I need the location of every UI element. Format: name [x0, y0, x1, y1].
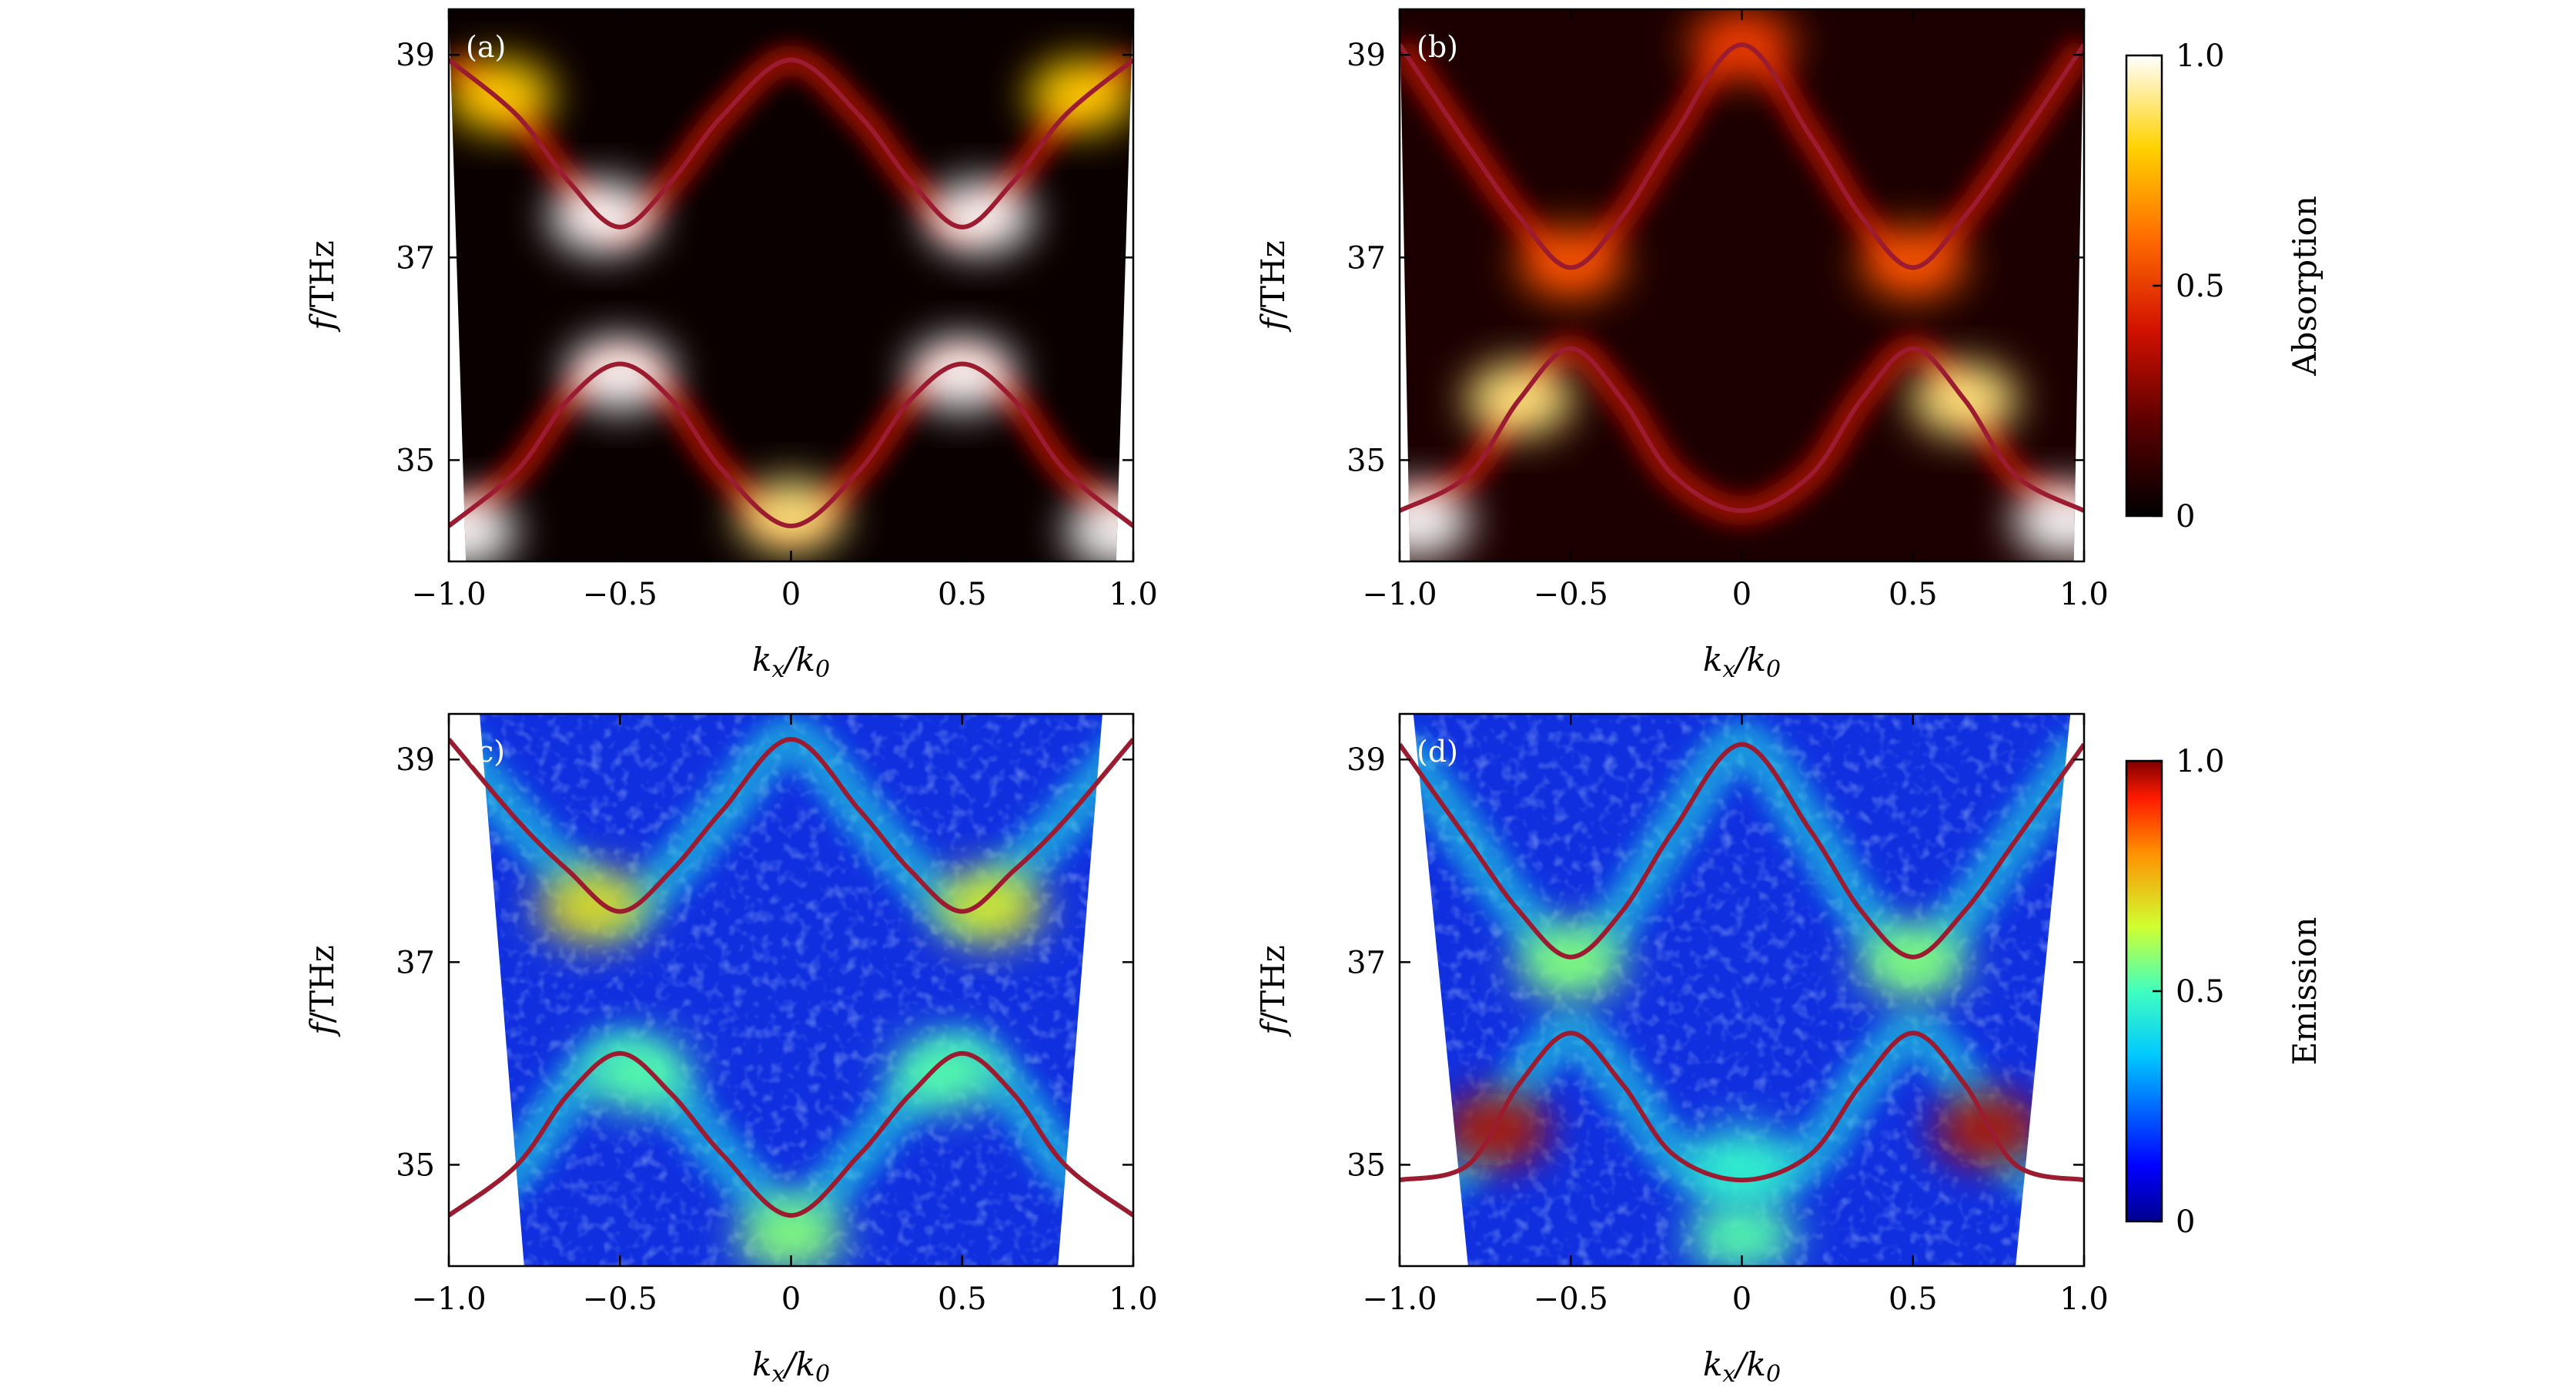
- y-tick-label: 37: [1347, 240, 1386, 276]
- y-tick-label: 39: [396, 742, 435, 778]
- y-tick-label: 35: [396, 443, 435, 478]
- intensity-spot: [737, 478, 845, 553]
- band-line-2: [449, 361, 1133, 529]
- x-tick-label: −1.0: [411, 577, 486, 612]
- panel-c: −1.0 −0.5 0 0.5 1.0 35 37 39 kx/k0 f/THz (c): [303, 712, 1158, 1387]
- colorbar-tick-label: 0.5: [2176, 269, 2225, 304]
- panel-a: −1.0 −0.5 0 0.5 1.0 35 37 39 kx/k0 f/THz (a): [303, 8, 1158, 683]
- intensity-spot: [1066, 494, 1133, 561]
- panel-label: (b): [1417, 30, 1458, 64]
- y-tick-label: 39: [1347, 38, 1386, 73]
- y-tick-label: 35: [1347, 443, 1386, 478]
- y-tick-label: 37: [396, 945, 435, 980]
- intensity-spot: [538, 869, 647, 943]
- panel-d: −1.0 −0.5 0 0.5 1.0 35 37 39 kx/k0 f/THz (d): [1254, 712, 2109, 1387]
- colorbar-tick-label: 0: [2176, 499, 2195, 534]
- x-tick-label: 0: [781, 1281, 801, 1317]
- colorbar-label: Absorption: [2286, 196, 2323, 377]
- y-axis-label: f/THz: [1254, 240, 1292, 332]
- band-line-1: [1400, 42, 2084, 270]
- panel-label: (c): [466, 735, 505, 769]
- colorbar-label: Emission: [2286, 917, 2323, 1066]
- intensity-spot: [1400, 484, 1471, 558]
- heatmap: [480, 714, 1102, 1266]
- band-line-1: [449, 57, 1133, 229]
- colorbar-tick-label: 0.5: [2176, 974, 2225, 1010]
- heatmap: [1413, 714, 2071, 1266]
- panel-label: (a): [466, 30, 506, 64]
- intensity-spot: [1858, 225, 1967, 300]
- intensity-spot: [737, 1198, 845, 1266]
- colorbar-emission: 0 0.5 1.0 Emission: [2125, 744, 2323, 1240]
- panel-label: (d): [1417, 735, 1458, 769]
- band-line-2: [1400, 346, 2084, 514]
- band-line-1: [1400, 742, 2084, 960]
- colorbar-tick-label: 0: [2176, 1204, 2195, 1240]
- heatmap-background: [1400, 9, 2084, 561]
- y-axis-label: f/THz: [1254, 945, 1292, 1037]
- intensity-spot: [449, 494, 517, 561]
- panel-b: −1.0 −0.5 0 0.5 1.0 35 37 39 kx/k0 f/THz (b): [1254, 8, 2109, 683]
- y-axis-label: f/THz: [303, 945, 341, 1037]
- x-axis-label: kx/k0: [1703, 1345, 1781, 1387]
- colorbar-absorption: 0 0.5 1.0 Absorption: [2125, 39, 2323, 534]
- band-line-2: [449, 1050, 1133, 1218]
- colorbar-tick-label: 1.0: [2176, 39, 2225, 74]
- colorbar-tick-label: 1.0: [2176, 744, 2225, 779]
- x-tick-label: 0: [1732, 1281, 1751, 1317]
- x-tick-label: 0.5: [938, 577, 987, 612]
- heatmap: [1400, 9, 2084, 561]
- x-axis-label: kx/k0: [752, 1345, 830, 1387]
- intensity-spot: [1688, 1127, 1796, 1202]
- y-axis-label: f/THz: [303, 240, 341, 332]
- intensity-spot: [566, 337, 674, 411]
- intensity-spot: [1858, 925, 1967, 1000]
- y-tick-label: 35: [1347, 1147, 1386, 1183]
- intensity-spot: [1517, 925, 1625, 1000]
- intensity-spot: [1688, 1198, 1796, 1266]
- y-tick-label: 37: [1347, 945, 1386, 980]
- x-tick-label: −0.5: [583, 1281, 657, 1317]
- x-tick-label: −1.0: [1362, 577, 1437, 612]
- x-tick-label: −1.0: [1362, 1281, 1437, 1317]
- x-tick-label: 0.5: [1889, 577, 1938, 612]
- x-axis-label: kx/k0: [752, 641, 830, 683]
- band-line-1: [449, 736, 1133, 914]
- x-tick-label: −0.5: [583, 577, 657, 612]
- intensity-spot: [908, 337, 1016, 411]
- x-tick-label: 1.0: [1109, 577, 1158, 612]
- x-tick-label: −0.5: [1534, 577, 1608, 612]
- x-tick-label: 1.0: [2059, 1281, 2109, 1317]
- intensity-spot: [935, 869, 1044, 943]
- x-tick-label: 0.5: [938, 1281, 987, 1317]
- heatmap: [449, 9, 1133, 561]
- x-tick-label: −1.0: [411, 1281, 486, 1317]
- x-tick-label: −0.5: [1534, 1281, 1608, 1317]
- y-tick-label: 39: [396, 38, 435, 73]
- y-tick-label: 35: [396, 1147, 435, 1183]
- x-tick-label: 0: [781, 577, 801, 612]
- heatmap-background: [449, 9, 1133, 561]
- x-tick-label: 1.0: [2059, 577, 2109, 612]
- x-tick-label: 0: [1732, 577, 1751, 612]
- heatmap-noise: [480, 714, 1102, 1266]
- y-tick-label: 37: [396, 240, 435, 276]
- band-line-2: [1400, 1030, 2084, 1183]
- intensity-spot: [1517, 225, 1625, 300]
- intensity-spot: [2012, 484, 2084, 558]
- x-axis-label: kx/k0: [1703, 641, 1781, 683]
- x-tick-label: 0.5: [1889, 1281, 1938, 1317]
- y-tick-label: 39: [1347, 742, 1386, 778]
- x-tick-label: 1.0: [1109, 1281, 1158, 1317]
